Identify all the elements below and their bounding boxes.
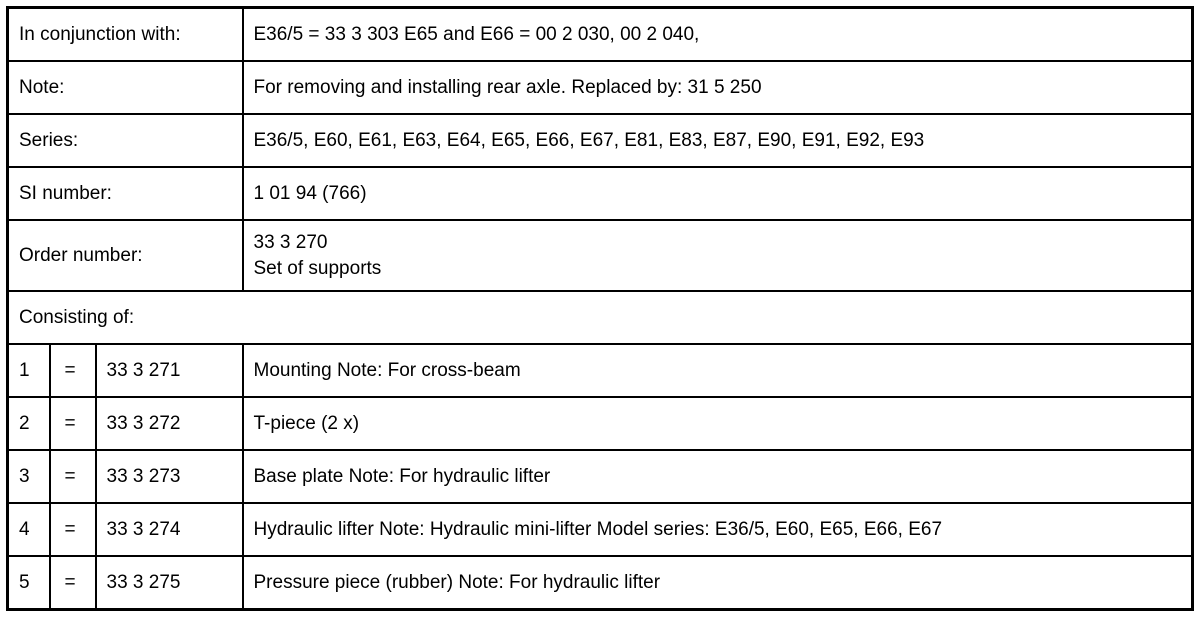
part-sign: = [48,449,97,504]
info-row-note: Note: For removing and installing rear a… [6,60,1194,115]
part-index: 1 [6,343,51,398]
info-row-series: Series: E36/5, E60, E61, E63, E64, E65, … [6,113,1194,168]
row-label: SI number: [6,166,244,221]
row-value: For removing and installing rear axle. R… [241,60,1194,115]
part-sign: = [48,396,97,451]
row-label: Order number: [6,219,244,292]
info-row-order-number: Order number: 33 3 270 Set of supports [6,219,1194,292]
part-sign: = [48,555,97,611]
part-row: 4 = 33 3 274 Hydraulic lifter Note: Hydr… [6,502,1194,557]
part-number: 33 3 272 [94,396,244,451]
row-value: 1 01 94 (766) [241,166,1194,221]
part-index: 2 [6,396,51,451]
part-index: 4 [6,502,51,557]
consisting-of-label: Consisting of: [6,290,1194,345]
consisting-of-row: Consisting of: [6,290,1194,345]
part-number: 33 3 271 [94,343,244,398]
part-row: 2 = 33 3 272 T-piece (2 x) [6,396,1194,451]
info-row-si-number: SI number: 1 01 94 (766) [6,166,1194,221]
part-number: 33 3 274 [94,502,244,557]
part-sign: = [48,343,97,398]
part-index: 5 [6,555,51,611]
row-value: E36/5, E60, E61, E63, E64, E65, E66, E67… [241,113,1194,168]
row-label: In conjunction with: [6,6,244,62]
part-description: Hydraulic lifter Note: Hydraulic mini-li… [241,502,1194,557]
part-description: Pressure piece (rubber) Note: For hydrau… [241,555,1194,611]
part-row: 1 = 33 3 271 Mounting Note: For cross-be… [6,343,1194,398]
order-description: Set of supports [253,257,382,279]
row-value: E36/5 = 33 3 303 E65 and E66 = 00 2 030,… [241,6,1194,62]
info-row-conjunction: In conjunction with: E36/5 = 33 3 303 E6… [6,6,1194,62]
part-description: T-piece (2 x) [241,396,1194,451]
row-label: Note: [6,60,244,115]
part-description: Mounting Note: For cross-beam [241,343,1194,398]
parts-info-table: In conjunction with: E36/5 = 33 3 303 E6… [6,6,1194,611]
part-description: Base plate Note: For hydraulic lifter [241,449,1194,504]
row-value: 33 3 270 Set of supports [241,219,1194,292]
part-row: 5 = 33 3 275 Pressure piece (rubber) Not… [6,555,1194,611]
part-row: 3 = 33 3 273 Base plate Note: For hydrau… [6,449,1194,504]
row-label: Series: [6,113,244,168]
part-number: 33 3 275 [94,555,244,611]
order-number: 33 3 270 [253,231,328,253]
part-number: 33 3 273 [94,449,244,504]
part-sign: = [48,502,97,557]
part-index: 3 [6,449,51,504]
